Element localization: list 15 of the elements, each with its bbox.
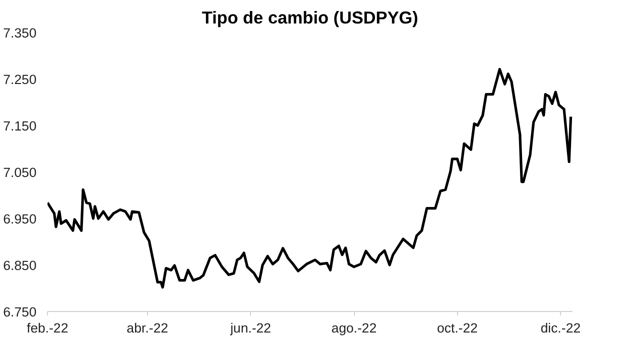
x-tick-label: dic.-22 [540, 320, 581, 336]
y-tick-label: 6.950 [3, 212, 37, 226]
y-tick-label: 7.350 [3, 26, 37, 40]
y-tick-label: 7.050 [3, 165, 37, 180]
x-tick-label: oct.-22 [436, 320, 478, 336]
x-tick-label: ago.-22 [331, 320, 377, 336]
y-tick-label: 7.250 [3, 72, 37, 87]
y-tick-label: 6.750 [3, 304, 37, 320]
y-tick-label: 7.150 [3, 118, 37, 134]
x-tick-label: jun.-22 [229, 320, 272, 336]
line-series [48, 68, 572, 289]
x-tick-label: feb.-22 [26, 320, 68, 336]
y-tick-label: 6.850 [3, 258, 37, 273]
chart-title: Tipo de cambio (USDPYG) [202, 8, 418, 28]
x-tick-label: abr.-22 [126, 320, 168, 336]
